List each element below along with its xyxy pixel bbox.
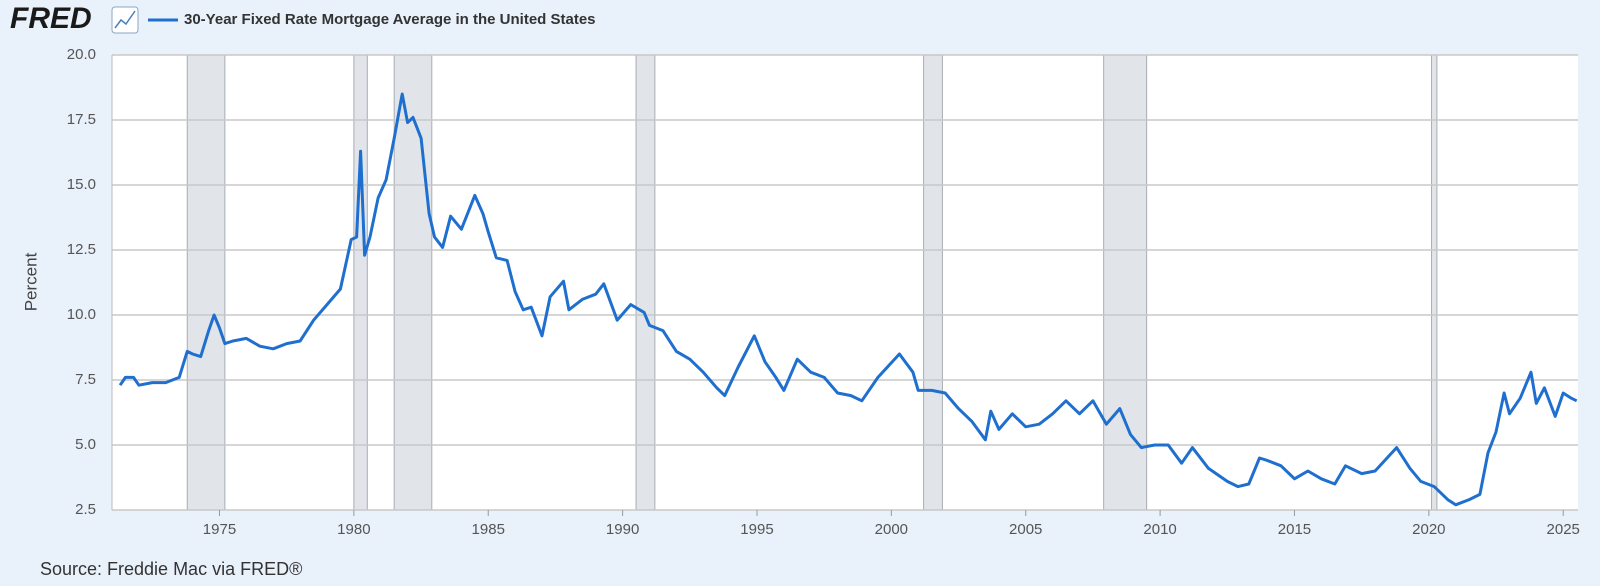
source: Source: Freddie Mac via FRED® (40, 559, 302, 579)
y-tick-label: 12.5 (67, 241, 96, 258)
x-tick-label: 1985 (472, 521, 505, 538)
plot-area (112, 55, 1578, 510)
x-tick-label: 2015 (1278, 521, 1311, 538)
legend-label: 30-Year Fixed Rate Mortgage Average in t… (184, 11, 596, 28)
logo-icon (111, 6, 139, 34)
x-tick-label: 2005 (1009, 521, 1042, 538)
recession-band (1431, 54, 1438, 511)
y-tick-label: 15.0 (67, 176, 96, 193)
recession-band (393, 54, 433, 511)
x-tick-label: 2010 (1143, 521, 1176, 538)
x-tick-label: 2000 (875, 521, 908, 538)
recession-band (635, 54, 656, 511)
x-tick-label: 2025 (1547, 521, 1580, 538)
recession-band (353, 54, 368, 511)
y-tick-label: 5.0 (75, 436, 96, 453)
x-tick-label: 2020 (1412, 521, 1445, 538)
x-tick-label: 1995 (740, 521, 773, 538)
logo: FRED (10, 2, 92, 35)
y-tick-label: 17.5 (67, 111, 96, 128)
recession-band (186, 54, 226, 511)
y-tick-label: 10.0 (67, 306, 96, 323)
y-axis-label: Percent (21, 252, 40, 311)
y-tick-label: 20.0 (67, 46, 96, 63)
recession-band (1103, 54, 1148, 511)
series-line (118, 92, 1578, 507)
y-tick-label: 2.5 (75, 501, 96, 518)
x-tick-label: 1975 (203, 521, 236, 538)
recession-band (923, 54, 943, 511)
x-tick-label: 1980 (337, 521, 370, 538)
x-tick-label: 1990 (606, 521, 639, 538)
y-tick-label: 7.5 (75, 371, 96, 388)
